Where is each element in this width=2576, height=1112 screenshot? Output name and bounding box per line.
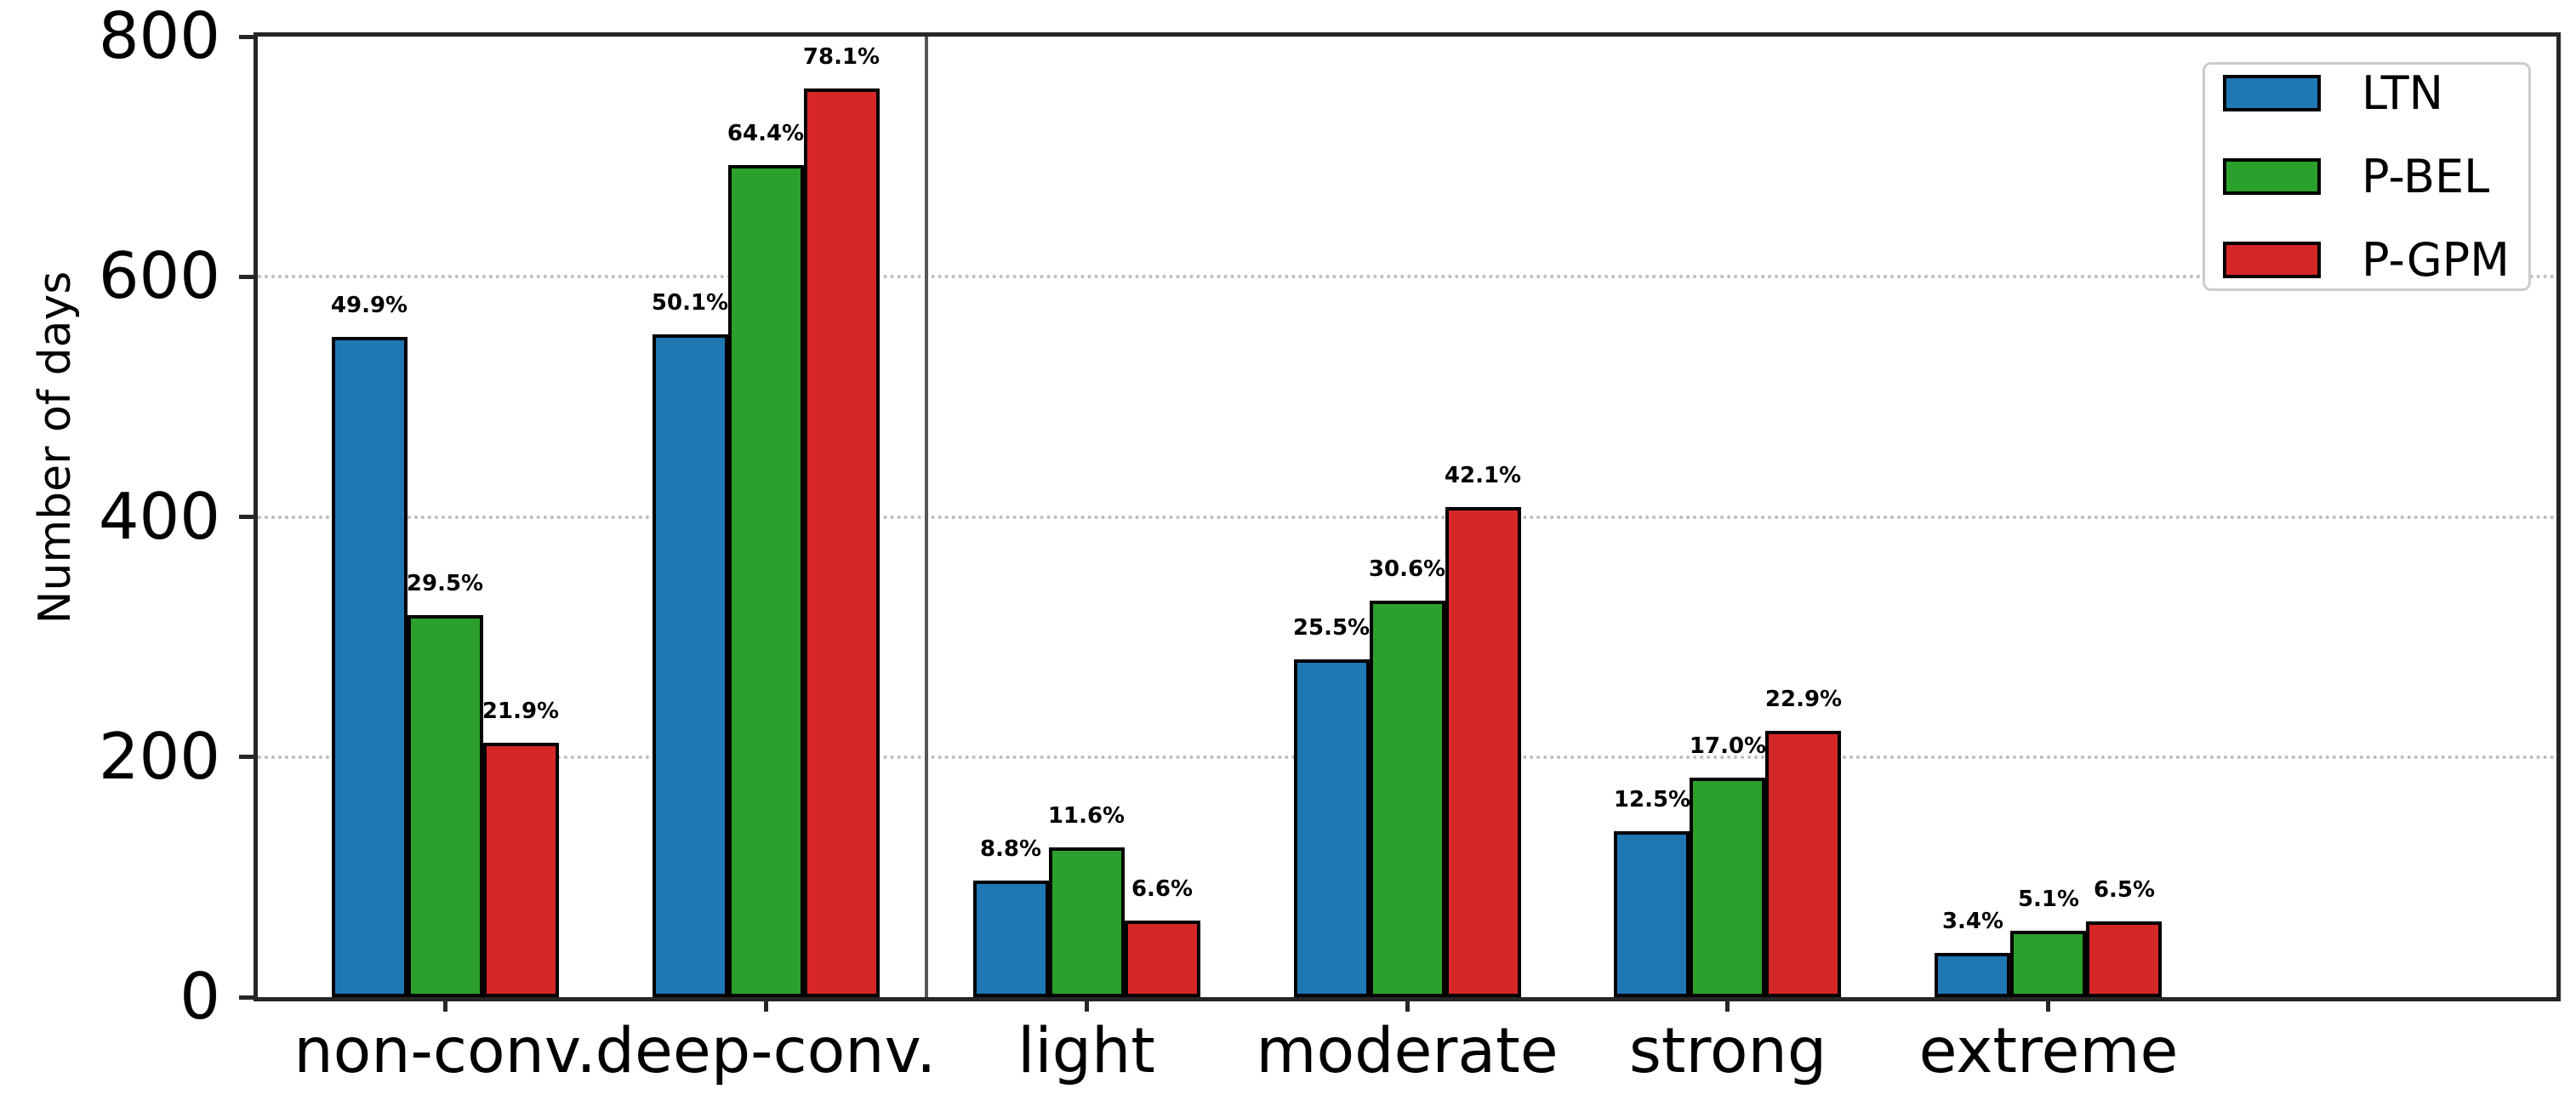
y-tick-label-400: 400 (98, 479, 220, 554)
bar-value-label-P-GPM-light: 6.6% (1131, 876, 1194, 902)
bar-value-label-LTN-light: 8.8% (979, 836, 1042, 862)
legend-swatch-P-GPM (2223, 242, 2321, 278)
bar-value-label-P-GPM-strong: 22.9% (1764, 687, 1843, 712)
bar-value-label-P-BEL-moderate: 30.6% (1368, 556, 1446, 582)
bar-P-GPM-light (1125, 921, 1200, 997)
x-tick-mark-extreme (2046, 997, 2050, 1012)
bar-LTN-extreme (1935, 953, 2010, 997)
y-tick-mark-400 (239, 515, 254, 519)
legend-label-P-GPM: P-GPM (2362, 232, 2510, 287)
plot-area: 49.9% 50.1% 8.8% 25.5% 12.5% 3.4% 29.5% 64.4% 11… (254, 32, 2561, 1001)
x-tick-label-moderate: moderate (1256, 1015, 1559, 1087)
bar-value-label-P-BEL-non-conv.: 29.5% (406, 571, 484, 596)
bar-value-label-P-BEL-light: 11.6% (1047, 803, 1126, 829)
bar-value-label-P-BEL-extreme: 5.1% (2017, 887, 2080, 912)
y-tick-mark-0 (239, 995, 254, 1000)
bar-value-label-P-GPM-moderate: 42.1% (1444, 463, 1522, 488)
x-tick-mark-light (1085, 997, 1089, 1012)
x-tick-mark-moderate (1405, 997, 1410, 1012)
y-tick-label-200: 200 (98, 719, 220, 794)
bar-value-label-LTN-extreme: 3.4% (1941, 909, 2004, 934)
bar-LTN-strong (1614, 831, 1690, 997)
legend-label-LTN: LTN (2362, 66, 2444, 120)
x-tick-label-light: light (1017, 1015, 1155, 1087)
gridline-600 (258, 275, 2556, 279)
bar-value-label-LTN-moderate: 25.5% (1292, 615, 1371, 641)
gridline-400 (258, 515, 2556, 519)
bar-P-GPM-deep-conv. (804, 88, 880, 997)
bar-value-label-P-BEL-deep-conv.: 64.4% (727, 121, 805, 146)
y-tick-label-600: 600 (98, 238, 220, 313)
y-tick-mark-600 (239, 275, 254, 279)
bar-value-label-P-GPM-non-conv.: 21.9% (482, 699, 560, 724)
y-tick-label-800: 800 (98, 0, 220, 73)
y-axis-title: Number of days (30, 271, 81, 624)
bar-P-BEL-strong (1690, 778, 1765, 997)
bar-value-label-P-GPM-extreme: 6.5% (2093, 877, 2156, 903)
x-tick-mark-non-conv. (443, 997, 447, 1012)
bar-P-BEL-deep-conv. (728, 165, 804, 997)
group-separator-line (924, 37, 928, 997)
y-tick-mark-200 (239, 755, 254, 759)
bar-value-label-P-BEL-strong: 17.0% (1689, 733, 1767, 759)
bar-P-BEL-moderate (1370, 601, 1445, 997)
x-tick-label-deep-conv.: deep-conv. (595, 1015, 937, 1087)
x-tick-mark-strong (1725, 997, 1730, 1012)
legend-entry-LTN: LTN (2205, 66, 2528, 120)
legend-entry-P-GPM: P-GPM (2205, 237, 2528, 283)
bar-LTN-light (973, 881, 1049, 997)
bar-P-BEL-light (1049, 847, 1125, 997)
bar-P-BEL-extreme (2010, 931, 2086, 997)
bar-LTN-deep-conv. (653, 334, 728, 997)
legend-swatch-P-BEL (2223, 158, 2321, 195)
legend-entry-P-BEL: P-BEL (2205, 149, 2528, 203)
bar-value-label-LTN-deep-conv.: 50.1% (651, 290, 729, 316)
x-tick-label-extreme: extreme (1918, 1015, 2179, 1087)
bar-LTN-moderate (1294, 659, 1370, 997)
bar-P-GPM-non-conv. (483, 743, 559, 997)
y-tick-mark-800 (239, 35, 254, 39)
x-tick-mark-deep-conv. (764, 997, 768, 1012)
y-tick-label-0: 0 (180, 959, 220, 1034)
legend-label-P-BEL: P-BEL (2362, 149, 2490, 203)
x-tick-label-strong: strong (1628, 1015, 1827, 1087)
bar-LTN-non-conv. (332, 337, 407, 997)
bar-value-label-P-GPM-deep-conv.: 78.1% (802, 44, 881, 70)
bar-value-label-LTN-strong: 12.5% (1613, 787, 1691, 813)
bar-P-GPM-strong (1765, 731, 1841, 997)
legend-swatch-LTN (2223, 75, 2321, 111)
x-tick-label-non-conv.: non-conv. (294, 1015, 596, 1087)
bar-P-GPM-extreme (2086, 921, 2162, 997)
bar-P-GPM-moderate (1445, 507, 1521, 997)
bar-value-label-LTN-non-conv.: 49.9% (330, 293, 408, 318)
bar-P-BEL-non-conv. (407, 615, 483, 997)
legend: LTN P-BEL P-GPM (2203, 62, 2531, 291)
